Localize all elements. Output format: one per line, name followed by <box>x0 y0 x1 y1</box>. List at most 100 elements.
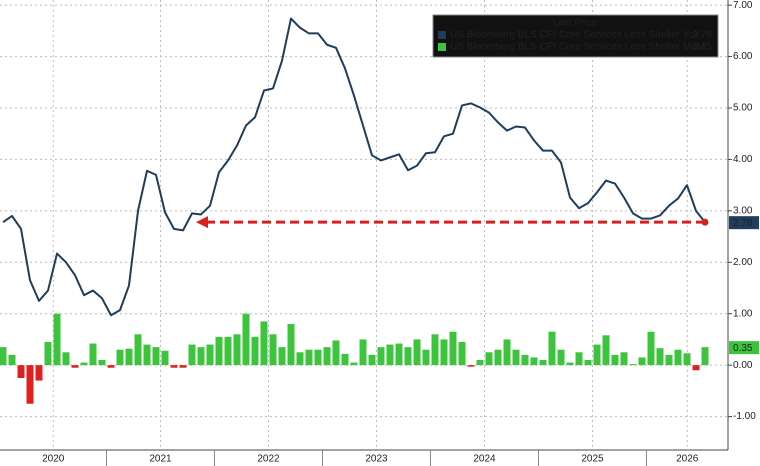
bar <box>215 336 223 366</box>
x-tick-label: 2022 <box>257 454 280 465</box>
x-tick-label: 2024 <box>473 454 496 465</box>
bar <box>359 339 367 366</box>
bar <box>107 365 115 368</box>
y-tick-label: 0.00 <box>733 360 753 371</box>
bar <box>494 349 502 366</box>
legend-swatch <box>438 31 446 39</box>
bar <box>44 342 52 366</box>
bar <box>260 321 268 366</box>
bar <box>125 348 133 366</box>
x-tick-label: 2020 <box>42 454 65 465</box>
bar <box>116 349 124 366</box>
value-tag-label: 0.35 <box>733 343 753 354</box>
bar <box>287 324 295 366</box>
x-tick-label: 2026 <box>676 454 699 465</box>
bar <box>512 349 520 366</box>
x-tick-label: 2021 <box>149 454 172 465</box>
bar <box>458 342 466 366</box>
bar <box>611 354 619 366</box>
y-tick-label: 5.00 <box>733 103 753 114</box>
bar <box>206 344 214 366</box>
x-tick-label: 2023 <box>365 454 388 465</box>
line <box>2 17 706 317</box>
bar <box>467 365 475 367</box>
bar <box>701 347 709 366</box>
bar <box>170 365 178 368</box>
y-tick-label: 2.00 <box>733 257 753 268</box>
bar <box>593 344 601 366</box>
y-tick-label: 1.00 <box>733 308 753 319</box>
legend-value: 2.78 <box>693 30 713 41</box>
bar <box>638 357 646 366</box>
legend-box <box>432 14 719 58</box>
bar <box>548 331 556 366</box>
bar <box>251 336 259 366</box>
bar <box>188 344 196 366</box>
bar <box>98 360 106 366</box>
bar <box>521 354 529 366</box>
bar <box>152 347 160 366</box>
bar <box>485 352 493 366</box>
bar <box>26 365 34 404</box>
bar <box>647 331 655 366</box>
legend-label: US Bloomberg BLS CPI Core Services Less … <box>450 42 705 53</box>
bar <box>89 343 97 366</box>
arrow-head <box>196 216 208 229</box>
bar <box>602 335 610 366</box>
bar <box>683 353 691 366</box>
bar <box>449 331 457 366</box>
bar <box>17 365 25 378</box>
x-tick-label: 2025 <box>581 454 604 465</box>
bar <box>350 362 358 366</box>
bar <box>422 349 430 366</box>
bar <box>431 334 439 366</box>
y-tick-label: 4.00 <box>733 154 753 165</box>
bar <box>656 348 664 366</box>
bar <box>629 364 637 366</box>
y-tick-label: 3.00 <box>733 205 753 216</box>
bar <box>413 339 421 366</box>
bar <box>8 354 16 366</box>
bar <box>0 347 7 366</box>
bar <box>305 349 313 366</box>
bar <box>332 340 340 366</box>
value-tag <box>729 341 759 355</box>
bar <box>557 349 565 366</box>
bar <box>269 334 277 366</box>
bar <box>296 352 304 366</box>
bar <box>224 336 232 366</box>
bar <box>539 360 547 366</box>
bar <box>323 347 331 366</box>
bar <box>278 347 286 366</box>
bar <box>404 347 412 366</box>
bar <box>566 362 574 366</box>
bar <box>476 360 484 366</box>
bar <box>179 365 187 368</box>
bar <box>35 365 43 381</box>
bar <box>62 352 70 366</box>
y-tick-label: -1.00 <box>733 411 756 422</box>
bar <box>665 354 673 366</box>
bar <box>80 362 88 366</box>
bar <box>233 334 241 366</box>
y-tick-label: 6.00 <box>733 51 753 62</box>
bar <box>161 350 169 366</box>
y-tick-label: 7.00 <box>733 0 753 11</box>
legend-value: 0.35 <box>693 42 713 53</box>
bar <box>530 357 538 366</box>
value-tag-label: 2.78 <box>733 218 753 229</box>
bar <box>377 347 385 366</box>
bar <box>314 349 322 366</box>
bar <box>584 360 592 366</box>
bar <box>692 365 700 371</box>
bar <box>440 339 448 366</box>
legend-swatch <box>438 43 446 51</box>
bar <box>575 352 583 366</box>
bar <box>395 343 403 366</box>
end-point <box>701 218 709 226</box>
bar <box>242 313 250 366</box>
bar <box>674 349 682 366</box>
legend-label: US Bloomberg BLS CPI Core Services Less … <box>450 30 701 41</box>
